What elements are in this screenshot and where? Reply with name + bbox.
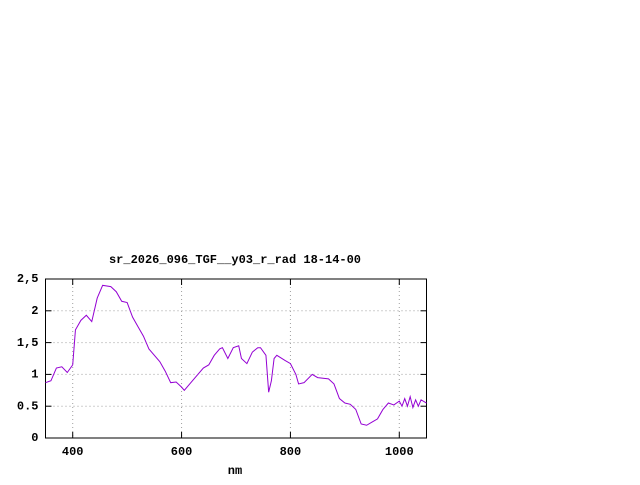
plot-frame bbox=[45, 278, 427, 439]
x-tick-label: 600 bbox=[171, 445, 193, 459]
x-tick-label: 1000 bbox=[385, 445, 414, 459]
chart-title: sr_2026_096_TGF__y03_r_rad 18-14-00 bbox=[109, 253, 361, 267]
y-tick-label: 1,5 bbox=[17, 336, 39, 350]
y-tick-label: 2 bbox=[31, 304, 38, 318]
x-axis-label: nm bbox=[228, 464, 242, 478]
y-tick-label: 2,5 bbox=[17, 272, 39, 286]
y-tick-label: 0 bbox=[31, 431, 38, 445]
y-tick-label: 0.5 bbox=[17, 399, 39, 413]
y-tick-label: 1 bbox=[31, 368, 38, 382]
x-tick-label: 800 bbox=[280, 445, 302, 459]
x-tick-label: 400 bbox=[62, 445, 84, 459]
data-line bbox=[45, 284, 427, 426]
